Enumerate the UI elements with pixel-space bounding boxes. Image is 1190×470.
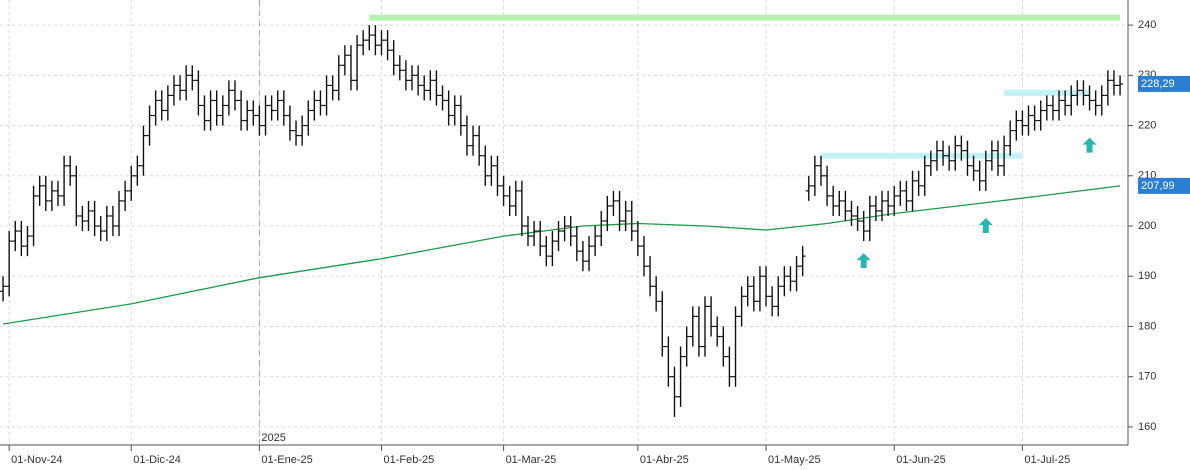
x-tick-label: 01-Abr-25 [640, 454, 689, 466]
x-tick-label: 01-May-25 [768, 454, 821, 466]
signal-arrow [1082, 137, 1097, 153]
year-label: 2025 [261, 432, 285, 444]
price-label: 207,99 [1141, 180, 1175, 192]
x-tick-label: 01-Nov-24 [11, 454, 62, 466]
moving-average [2, 185, 1121, 325]
x-tick-label: 01-Jul-25 [1024, 454, 1070, 466]
signal-arrow [978, 218, 993, 234]
x-tick-label: 01-Jun-25 [896, 454, 946, 466]
price-label: 228,29 [1141, 78, 1175, 90]
y-tick-label: 200 [1138, 220, 1156, 232]
x-tick-label: 01-Feb-25 [383, 454, 434, 466]
x-tick-label: 01-Ene-25 [261, 454, 312, 466]
y-tick-label: 180 [1138, 320, 1156, 332]
x-tick-label: 01-Dic-24 [133, 454, 181, 466]
y-tick-label: 220 [1138, 119, 1156, 131]
y-tick-label: 190 [1138, 270, 1156, 282]
y-tick-label: 240 [1138, 19, 1156, 31]
price-label-box [1138, 75, 1190, 92]
price-label-box [1138, 177, 1190, 194]
y-tick-label: 160 [1138, 421, 1156, 433]
signal-arrow [856, 253, 871, 269]
x-tick-label: 01-Mar-25 [506, 454, 557, 466]
y-tick-label: 170 [1138, 371, 1156, 383]
